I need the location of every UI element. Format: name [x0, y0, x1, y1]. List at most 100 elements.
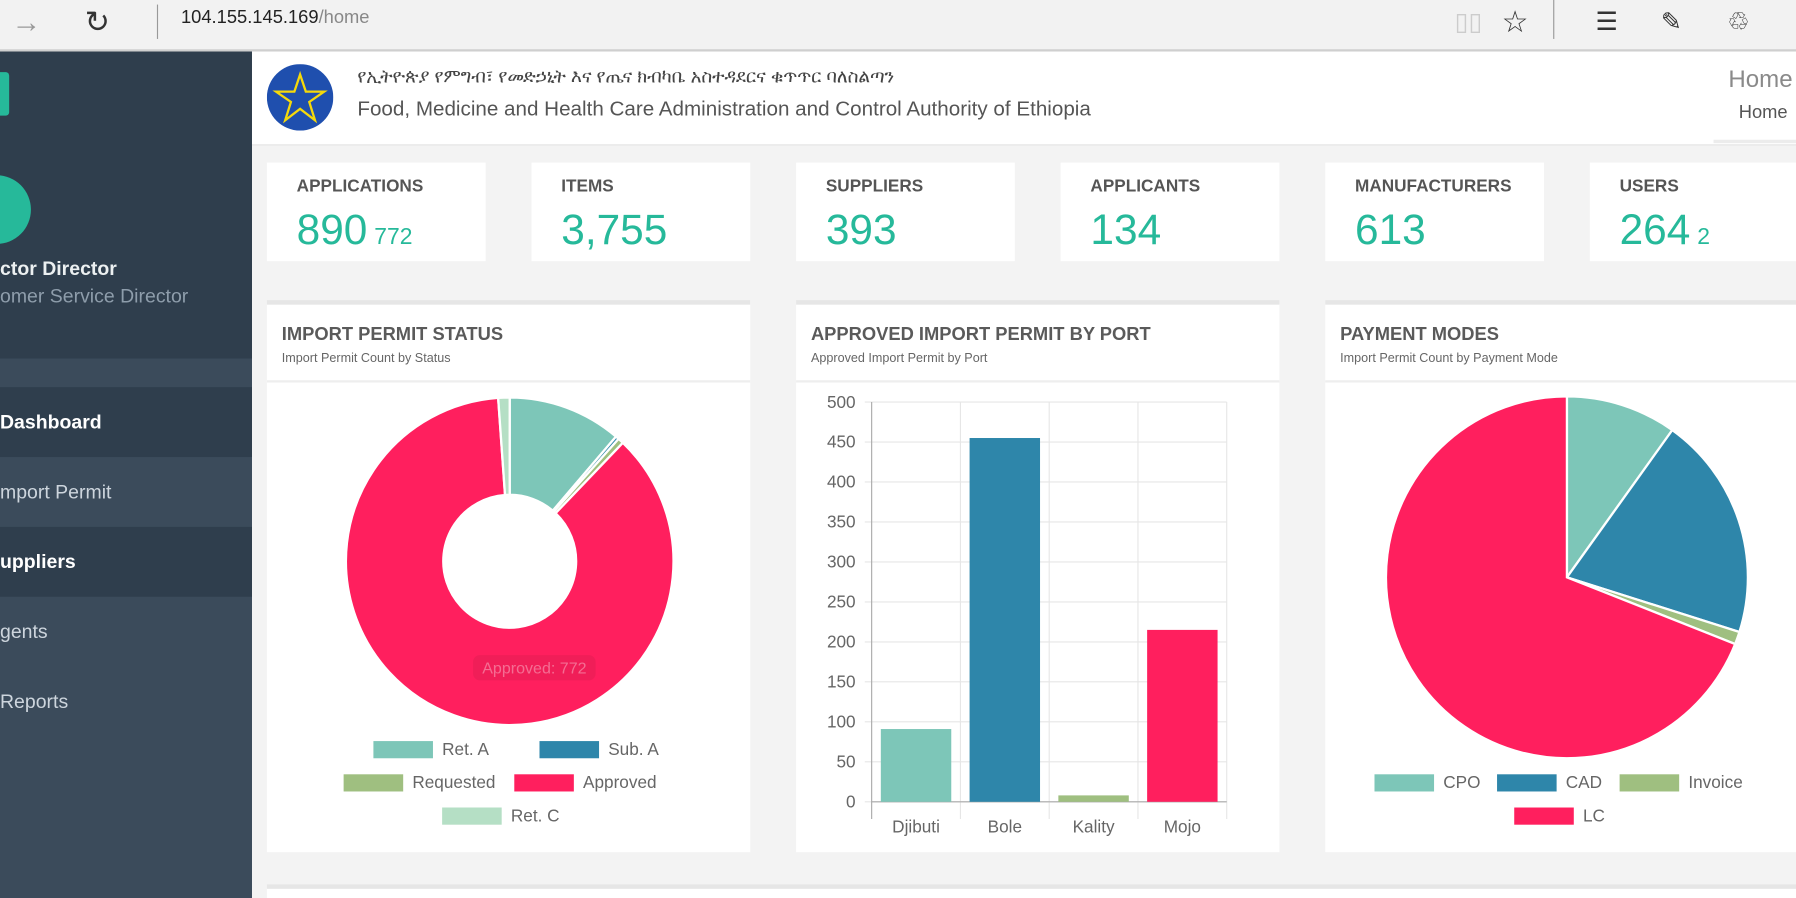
avatar	[0, 175, 31, 244]
authority-name-amharic: የኢትዮጵያ የምግብ፣ የመድኃኒት እና የጤና ክብካቤ አስተዳደርና …	[357, 67, 895, 88]
legend-label: Ret. C	[510, 806, 560, 826]
divider	[1325, 380, 1796, 383]
panel-subtitle: Import Permit Count by Payment Mode	[1340, 351, 1558, 366]
toolbar-divider	[1553, 0, 1555, 39]
legend-swatch	[1374, 774, 1435, 792]
sidebar-item-dashboard[interactable]: Dashboard	[0, 387, 252, 458]
y-tick-label: 250	[827, 592, 856, 612]
url-host: 104.155.145.169	[180, 8, 319, 28]
stat-value: 134	[1090, 206, 1162, 254]
bar-mojo[interactable]	[1147, 629, 1218, 802]
legend-swatch	[1619, 774, 1680, 792]
x-tick-label: Mojo	[1164, 817, 1201, 837]
forward-icon[interactable]: →	[11, 4, 42, 39]
stat-subvalue: 2	[1697, 224, 1710, 250]
user-name: ctor Director	[0, 257, 117, 280]
share-icon[interactable]: ♲	[1727, 6, 1750, 36]
y-tick-label: 500	[827, 392, 856, 412]
sidebar-profile: ctor Director omer Service Director	[0, 51, 252, 359]
slice-ret-c[interactable]	[496, 396, 511, 497]
stat-label: APPLICANTS	[1090, 176, 1201, 196]
slice-cad[interactable]	[1565, 428, 1750, 634]
panel-title: APPROVED IMPORT PERMIT BY PORT	[810, 325, 1151, 345]
bar-djibuti[interactable]	[880, 729, 952, 802]
port-bar-chart[interactable]: 0 50 100 150 200 250 300 350 400 450 500 Djibuti Bol…	[796, 305, 1279, 853]
web-note-icon[interactable]: ✎	[1660, 6, 1682, 36]
stat-card-users: USERS 264 2	[1589, 162, 1796, 262]
sidebar-item-reports[interactable]: Reports	[0, 690, 69, 713]
stat-card-applicants: APPLICANTS 134	[1060, 162, 1280, 262]
toolbar-divider	[156, 4, 159, 39]
legend-item[interactable]: Sub. A	[539, 739, 659, 760]
bar-kality[interactable]	[1058, 795, 1129, 802]
legend-label: CPO	[1443, 773, 1481, 793]
page-title: Home	[1728, 66, 1793, 93]
stat-label: MANUFACTURERS	[1355, 176, 1512, 196]
panel-subtitle: Approved Import Permit by Port	[810, 351, 988, 366]
sidebar-item-import-permit[interactable]: mport Permit	[0, 481, 112, 503]
hub-icon[interactable]: ☰	[1595, 6, 1619, 36]
stat-card-applications: APPLICATIONS 890 772	[266, 162, 486, 262]
slice-lc[interactable]	[1384, 395, 1737, 760]
legend-label: Invoice	[1688, 773, 1743, 793]
y-tick-label: 0	[846, 792, 856, 812]
payment-pie-chart[interactable]	[1325, 305, 1796, 853]
stat-label: ITEMS	[561, 176, 614, 196]
legend-item[interactable]: Approved	[514, 773, 657, 793]
y-tick-label: 150	[827, 672, 856, 692]
panel-title: IMPORT PERMIT STATUS	[281, 325, 504, 345]
legend-item[interactable]: Invoice	[1619, 773, 1743, 793]
legend-label: Sub. A	[608, 739, 659, 760]
status-donut-chart[interactable]	[267, 305, 750, 853]
panel-approved-by-port: APPROVED IMPORT PERMIT BY PORT Approved …	[796, 300, 1280, 853]
stat-label: SUPPLIERS	[825, 176, 924, 196]
stat-value: 264	[1619, 206, 1691, 254]
chart-tooltip: Approved: 772	[473, 655, 596, 681]
menu-toggle-button[interactable]	[0, 72, 10, 116]
reading-view-icon[interactable]: ▯▯	[1454, 6, 1483, 36]
x-tick-label: Kality	[1073, 817, 1115, 837]
bar-bole[interactable]	[969, 438, 1041, 802]
divider	[266, 380, 751, 383]
legend-label: Approved	[583, 773, 657, 793]
legend-item[interactable]: Ret. A	[373, 740, 489, 759]
stat-subvalue: 772	[374, 224, 413, 250]
legend-item[interactable]: CPO	[1374, 773, 1481, 793]
legend-swatch	[442, 807, 502, 825]
stat-card-manufacturers: MANUFACTURERS 613	[1325, 162, 1545, 262]
x-tick-label: Djibuti	[892, 817, 940, 837]
legend-swatch	[373, 741, 433, 759]
sidebar-item-agents[interactable]: gents	[0, 620, 48, 643]
y-tick-label: 300	[827, 552, 856, 572]
address-bar[interactable]: 104.155.145.169/home	[181, 6, 370, 31]
legend-item[interactable]: CAD	[1497, 773, 1602, 793]
stat-card-items: ITEMS 3,755	[531, 162, 751, 262]
stat-value: 613	[1355, 206, 1426, 254]
user-role: omer Service Director	[0, 285, 189, 307]
legend-item[interactable]: LC	[1514, 806, 1605, 826]
legend-item[interactable]: Ret. C	[442, 806, 560, 826]
panel-payment-modes: PAYMENT MODES Import Permit Count by Pay…	[1325, 300, 1796, 853]
y-tick-label: 400	[827, 472, 856, 492]
favorite-star-icon[interactable]: ☆	[1501, 4, 1529, 39]
stat-label: APPLICATIONS	[296, 176, 424, 196]
panel-import-permit-status: IMPORT PERMIT STATUS Import Permit Count…	[266, 300, 751, 853]
panel-subtitle: Import Permit Count by Status	[281, 351, 451, 366]
stat-value: 393	[825, 206, 897, 254]
legend-label: Ret. A	[442, 739, 489, 760]
x-tick-label: Bole	[988, 817, 1022, 837]
slice-approved[interactable]	[344, 396, 675, 727]
y-tick-label: 100	[827, 712, 856, 732]
sidebar-item-suppliers[interactable]: uppliers	[0, 526, 252, 597]
panel-bottom	[266, 884, 1796, 898]
legend-item[interactable]: Requested	[343, 773, 495, 793]
authority-name-english: Food, Medicine and Health Care Administr…	[357, 97, 1091, 121]
divider	[796, 380, 1280, 383]
refresh-icon[interactable]: ↻	[84, 4, 110, 39]
stat-value: 890	[296, 206, 368, 254]
y-tick-label: 200	[827, 632, 856, 652]
y-tick-label: 350	[827, 512, 856, 532]
breadcrumb-home[interactable]: Home	[1738, 103, 1788, 123]
stat-card-suppliers: SUPPLIERS 393	[796, 162, 1015, 262]
